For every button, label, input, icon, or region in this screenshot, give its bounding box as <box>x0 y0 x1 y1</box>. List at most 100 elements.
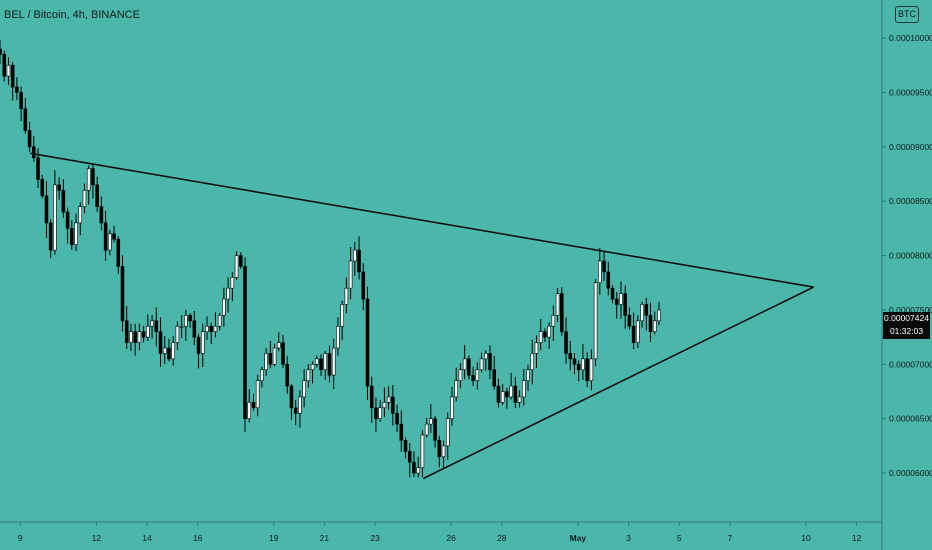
candle <box>171 336 175 366</box>
currency-toggle-button[interactable]: BTC <box>895 6 919 23</box>
candle <box>99 196 104 231</box>
candle <box>226 277 230 313</box>
candle <box>623 285 627 329</box>
candle-body <box>369 385 374 409</box>
candle-body <box>200 331 205 354</box>
candle <box>395 404 399 433</box>
candle <box>509 372 513 400</box>
candle <box>353 241 357 276</box>
candle-body <box>361 271 366 300</box>
candle <box>657 301 661 326</box>
candle <box>23 97 28 134</box>
candle <box>103 210 108 261</box>
y-tick-label: 0.00007500 <box>889 305 932 315</box>
candle-body <box>192 320 197 338</box>
candle-body <box>581 358 585 371</box>
candle <box>581 344 585 380</box>
x-tick-label: 10 <box>801 533 811 543</box>
candle <box>340 300 344 341</box>
candle <box>179 315 184 339</box>
candle-body <box>150 320 154 327</box>
x-tick-label: 16 <box>193 533 203 543</box>
candle-body <box>95 184 99 207</box>
chart-title: BEL / Bitcoin, 4h, BINANCE <box>4 9 140 21</box>
candle-body <box>652 320 657 332</box>
candle <box>315 355 319 368</box>
candle-body <box>644 304 649 316</box>
candle <box>264 348 268 376</box>
candle-body <box>365 298 370 387</box>
candle-body <box>44 195 49 224</box>
candle-body <box>602 260 606 273</box>
candle <box>230 272 235 302</box>
candle-body <box>82 190 87 207</box>
y-tick-label: 0.00010000 <box>889 33 932 43</box>
candle-body <box>403 440 408 452</box>
candle <box>0 40 2 64</box>
y-tick-label: 0.00008500 <box>889 196 932 206</box>
candle <box>610 284 615 304</box>
candle-body <box>209 325 213 332</box>
candle-body <box>27 130 32 148</box>
candle <box>568 340 573 371</box>
candle-body <box>395 412 399 425</box>
candle-body <box>162 347 167 354</box>
candle-body <box>412 461 416 474</box>
candle <box>424 417 429 438</box>
candle <box>644 297 649 331</box>
candle <box>547 322 551 349</box>
candle <box>522 368 526 406</box>
y-axis-ticks: 0.00010000 0.00009500 0.00009000 0.00008500… <box>882 33 932 478</box>
candle <box>205 316 209 340</box>
candle-body <box>407 451 412 463</box>
candle-body <box>344 287 349 305</box>
candle <box>260 366 264 388</box>
candle-body <box>357 249 361 273</box>
candle-body <box>382 402 387 409</box>
candle <box>589 349 594 391</box>
candle <box>209 322 213 345</box>
candle-body <box>53 184 57 251</box>
candle <box>32 135 36 162</box>
candle-body <box>551 315 556 327</box>
candle-body <box>441 445 446 458</box>
candle <box>437 435 442 468</box>
candle-body <box>222 298 226 316</box>
x-tick-label: 12 <box>852 533 862 543</box>
candle <box>374 397 378 432</box>
candle <box>268 340 273 369</box>
y-tick-label: 0.00006500 <box>889 414 932 424</box>
candle <box>129 323 133 352</box>
candle <box>564 317 568 364</box>
candle-body <box>32 146 36 158</box>
candle-body <box>293 407 298 414</box>
candle-body <box>260 369 264 381</box>
candle <box>348 246 353 300</box>
candle <box>500 384 505 405</box>
candle <box>302 369 306 408</box>
candle-body <box>10 64 15 88</box>
candle-body <box>458 369 463 381</box>
ascending-support-trendline[interactable] <box>422 286 814 480</box>
candle-body <box>205 325 209 332</box>
candle <box>593 278 598 367</box>
candle-body <box>137 331 142 343</box>
candle <box>196 333 201 369</box>
candle <box>19 86 23 122</box>
candle-body <box>513 385 518 403</box>
x-axis-ticks: 9 12 14 16 19 21 23 26 28 May 3 5 7 10 12 <box>18 522 862 543</box>
candle-body <box>23 108 28 131</box>
candle <box>285 355 290 394</box>
candle-body <box>572 358 577 365</box>
descending-resistance-trendline[interactable] <box>30 152 814 288</box>
candle-body <box>247 402 252 419</box>
candle <box>369 376 374 423</box>
candle <box>488 345 492 380</box>
candle-body <box>2 54 7 77</box>
candle-body <box>445 418 450 447</box>
candle <box>78 202 83 236</box>
x-tick-label: May <box>570 533 587 543</box>
candle <box>631 312 636 350</box>
